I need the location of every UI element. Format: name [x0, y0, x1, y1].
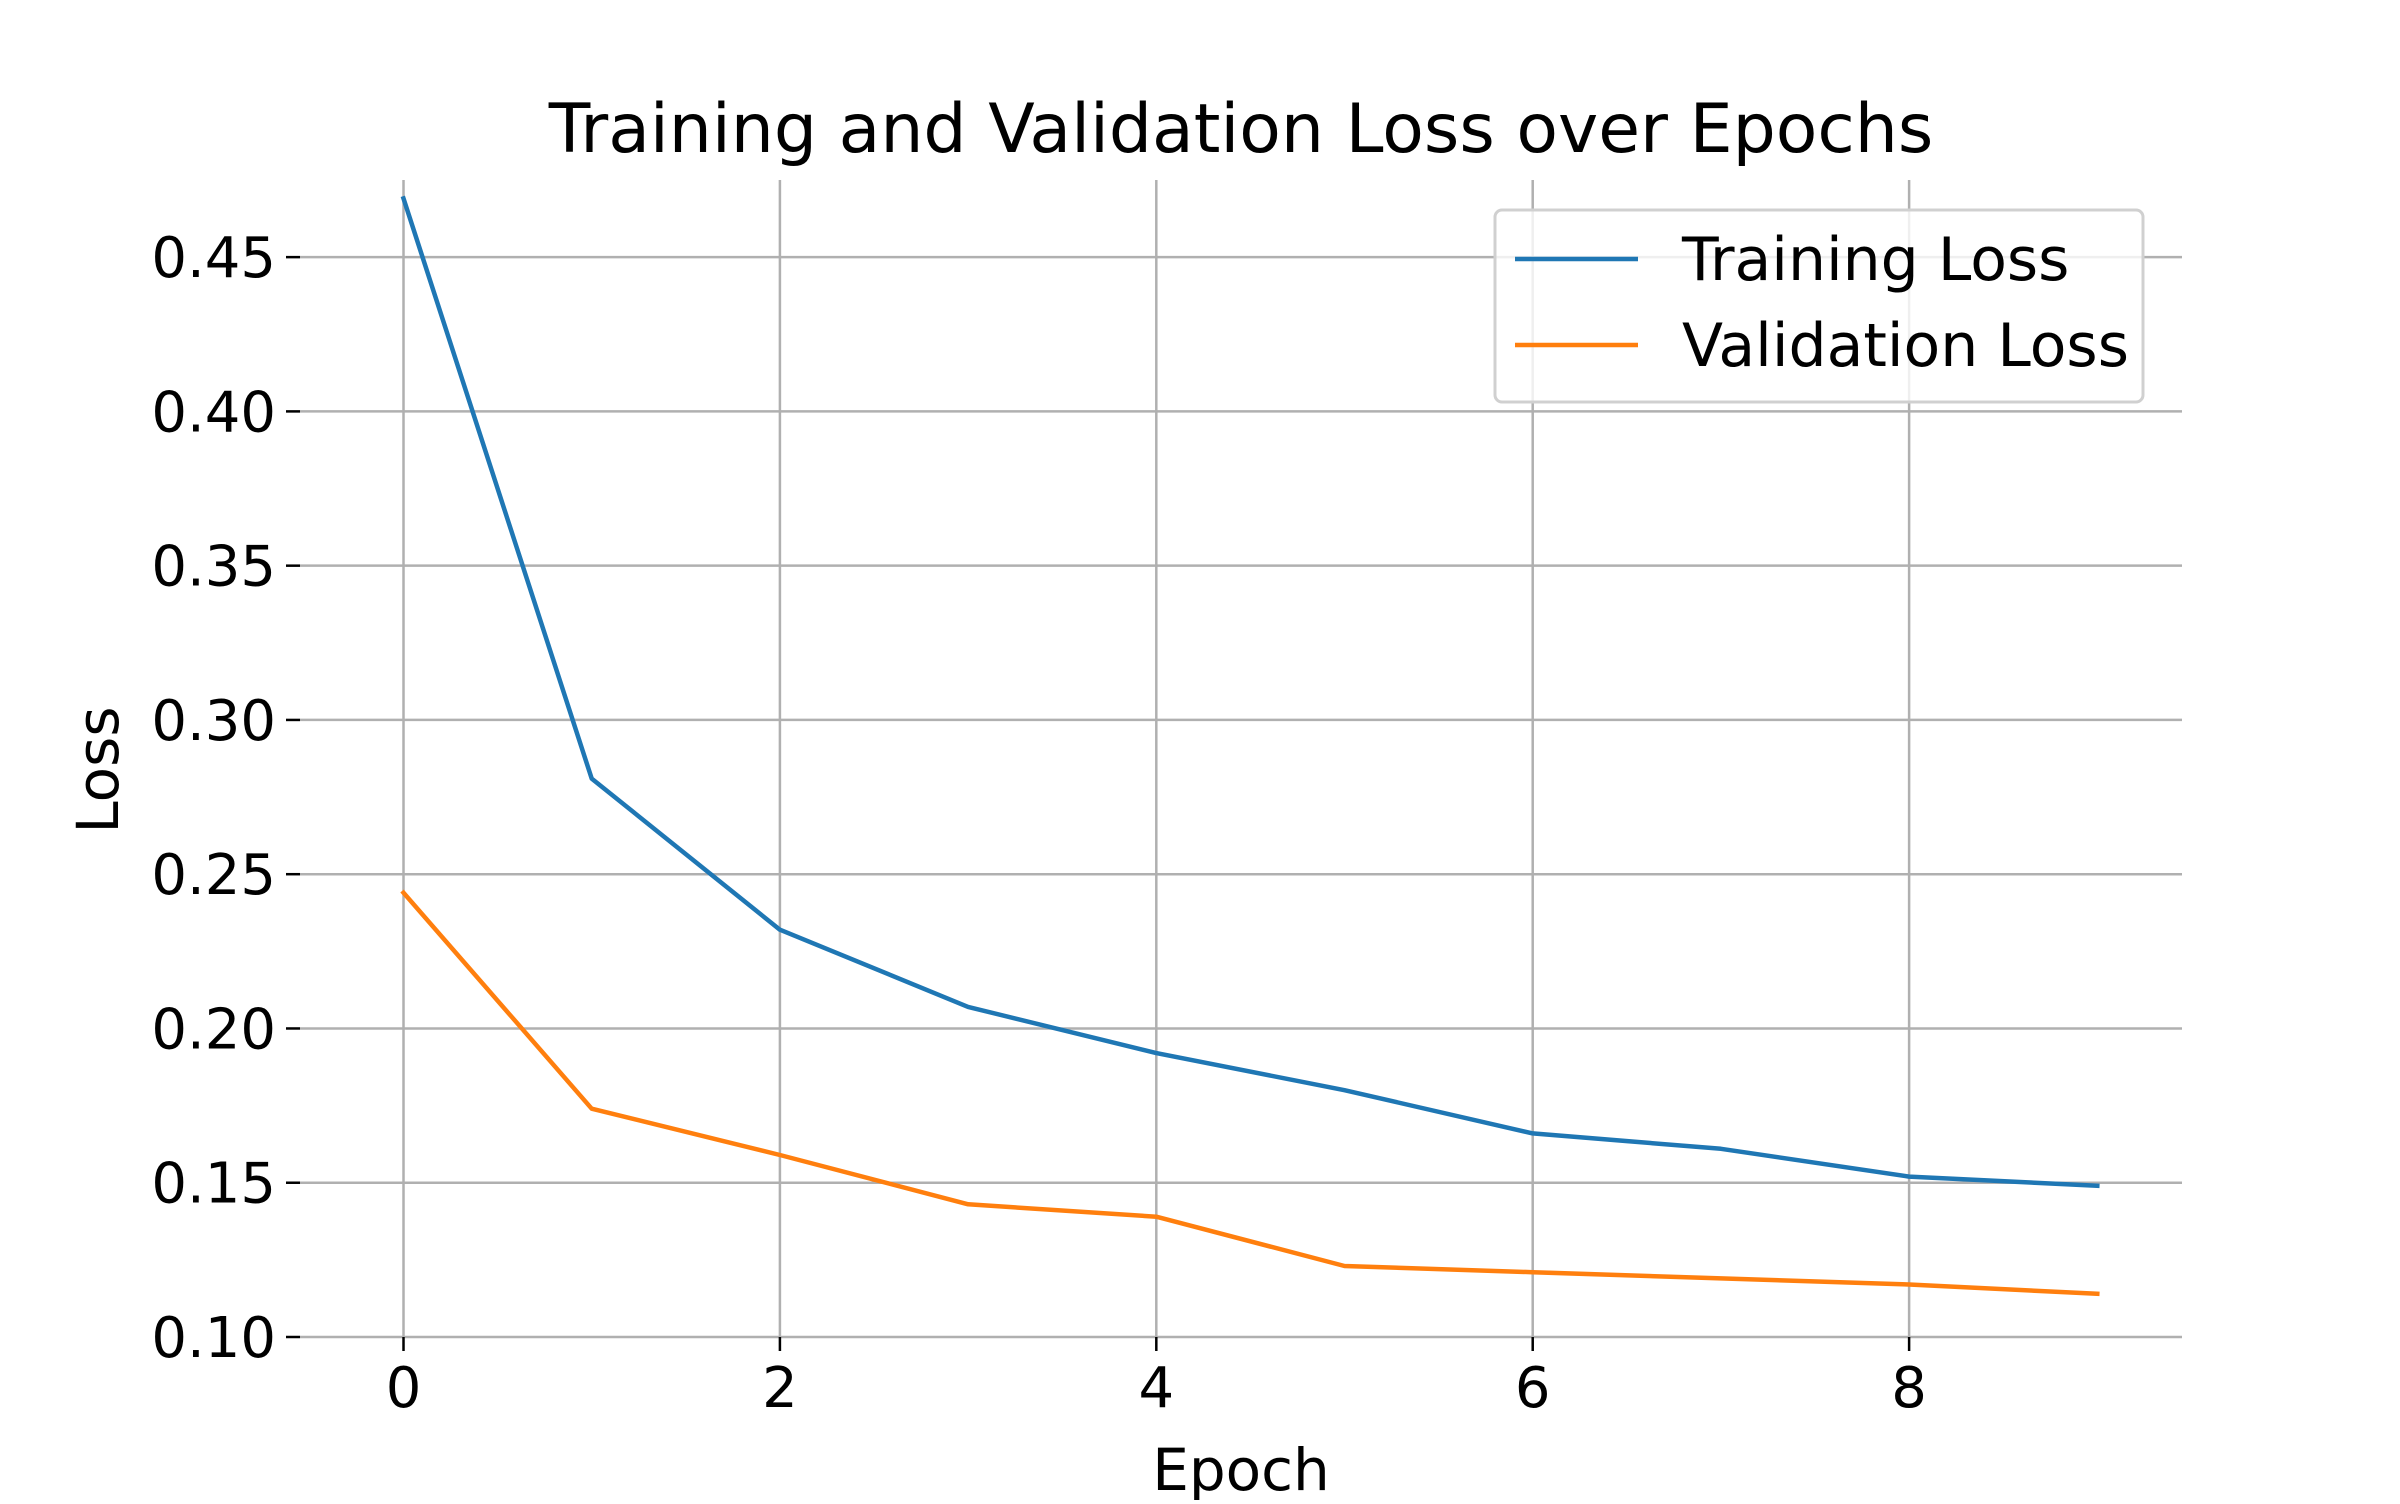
- y-axis-label: Loss: [64, 706, 132, 833]
- y-tick-label: 0.20: [151, 997, 276, 1062]
- legend: Training Loss Validation Loss: [1493, 208, 2145, 404]
- grid-layer: [300, 180, 2182, 1339]
- chart-title: Training and Validation Loss over Epochs: [548, 90, 1934, 169]
- x-axis-label: Epoch: [1152, 1436, 1330, 1500]
- ticks-layer: 0 2 4 6 8 0.10 0.15 0.20 0.25 0.30 0.35 0.40 0.45: [151, 226, 1927, 1421]
- y-tick-label: 0.45: [151, 226, 276, 291]
- y-tick-label: 0.10: [151, 1306, 276, 1371]
- legend-box: [1493, 208, 2145, 404]
- series-line-validation: [400, 889, 2100, 1297]
- y-tick-label: 0.35: [151, 535, 276, 600]
- y-tick-label: 0.30: [151, 689, 276, 754]
- x-tick-label: 4: [1138, 1356, 1174, 1421]
- x-tick-label: 2: [762, 1356, 798, 1421]
- legend-label-training: Training Loss: [1681, 225, 2069, 295]
- series-layer: [400, 195, 2100, 1297]
- legend-label-validation: Validation Loss: [1682, 311, 2129, 381]
- x-tick-label: 6: [1515, 1356, 1551, 1421]
- y-tick-label: 0.15: [151, 1152, 276, 1217]
- x-tick-label: 8: [1891, 1356, 1927, 1421]
- y-tick-label: 0.40: [151, 380, 276, 445]
- series-line-training: [400, 195, 2100, 1189]
- x-tick-label: 0: [386, 1356, 422, 1421]
- y-tick-label: 0.25: [151, 843, 276, 908]
